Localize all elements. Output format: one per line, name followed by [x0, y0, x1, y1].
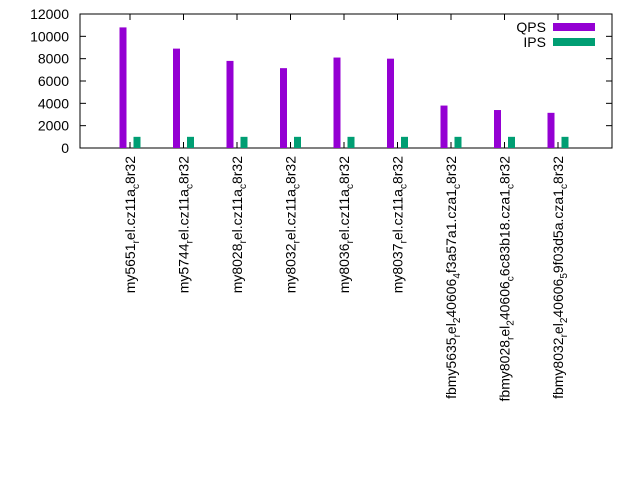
x-tick-label: fbmy8032rel24060659f03d5a.cza1c8r32: [550, 156, 570, 399]
x-axis: my5651rel.cz11ac8r32 my5744rel.cz11ac8r32…: [122, 14, 570, 401]
bar-ips-4: [347, 136, 355, 148]
bar-ips-5: [401, 136, 408, 148]
bar-qps-1: [173, 48, 180, 148]
legend-swatch-ips: [553, 38, 595, 46]
y-tick-label: 6000: [38, 73, 69, 89]
y-tick-label: 12000: [30, 6, 69, 22]
bar-ips-3: [294, 136, 301, 148]
bar-qps-0: [119, 27, 127, 148]
bar-qps-6: [440, 105, 448, 148]
bar-qps-4: [333, 57, 341, 148]
y-axis: 0 2000 4000 6000 8000 10000 12000: [30, 6, 612, 156]
legend-swatch-qps: [553, 23, 595, 31]
y-tick-label: 10000: [30, 28, 69, 44]
y-tick-label: 0: [61, 140, 69, 156]
x-tick-label: fbmy8028rel240606c6c83b18.cza1c8r32: [497, 156, 517, 402]
bar-ips-6: [454, 136, 462, 148]
y-tick-label: 8000: [38, 51, 69, 67]
x-tick-label: my8037rel.cz11ac8r32: [390, 156, 410, 294]
bar-qps-3: [280, 68, 287, 148]
legend-label-ips: IPS: [523, 34, 546, 50]
bar-ips-7: [508, 136, 515, 148]
bar-ips-2: [240, 136, 248, 148]
bar-qps-5: [387, 58, 394, 148]
bar-ips-1: [187, 136, 194, 148]
bars: [119, 27, 569, 148]
x-tick-label: my8032rel.cz11ac8r32: [283, 156, 303, 294]
bar-ips-0: [133, 136, 141, 148]
bar-qps-7: [494, 110, 501, 148]
x-tick-label: my5651rel.cz11ac8r32: [122, 156, 142, 294]
x-tick-label: my8036rel.cz11ac8r32: [336, 156, 356, 294]
x-tick-label: my5744rel.cz11ac8r32: [176, 156, 196, 294]
bar-ips-8: [561, 136, 569, 148]
y-tick-label: 2000: [38, 118, 69, 134]
x-tick-label: my8028rel.cz11ac8r32: [229, 156, 249, 294]
bar-qps-8: [547, 112, 555, 148]
legend-label-qps: QPS: [516, 19, 546, 35]
x-tick-label: fbmy5635rel2406064f3a57a1.cza1c8r32: [443, 156, 463, 399]
bar-qps-2: [226, 60, 234, 148]
y-tick-label: 4000: [38, 95, 69, 111]
